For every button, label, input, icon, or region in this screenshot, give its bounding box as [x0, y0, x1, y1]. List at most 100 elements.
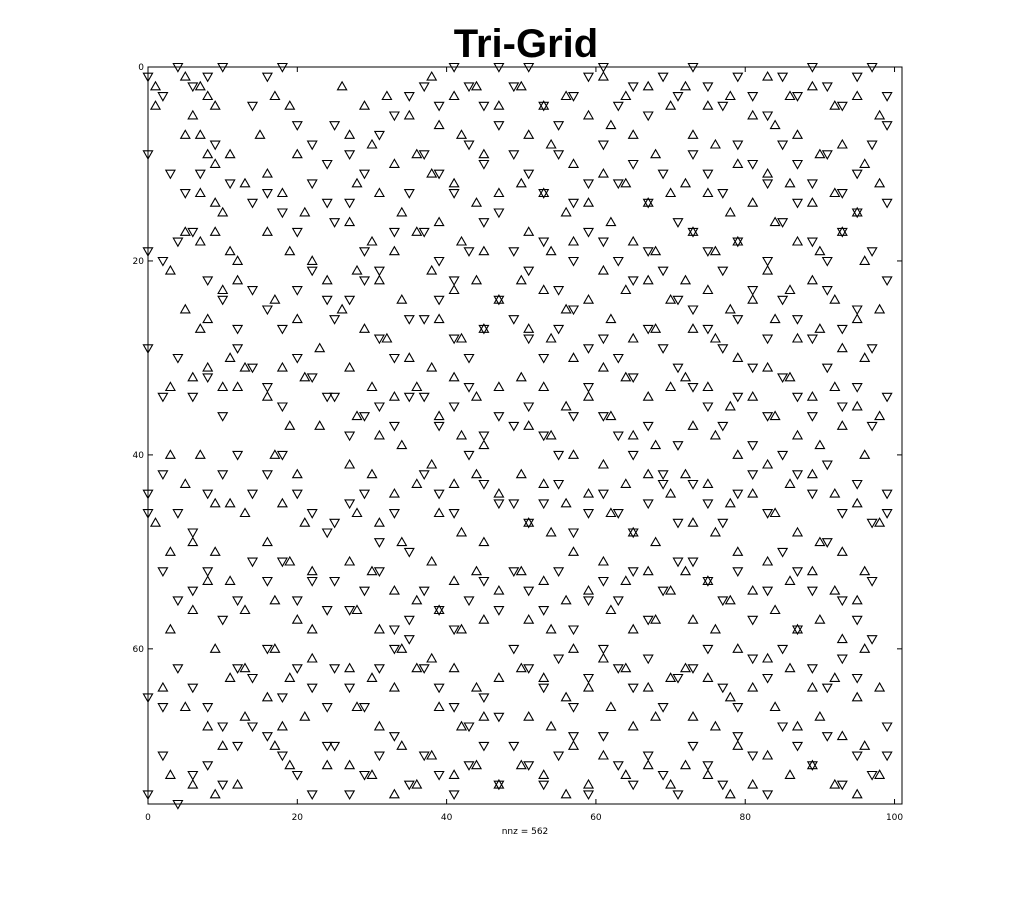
triangle-up-marker [366, 468, 378, 479]
triangle-down-marker [321, 606, 333, 616]
triangle-down-marker [388, 644, 400, 655]
triangle-up-marker [351, 604, 363, 615]
triangle-down-marker [866, 770, 878, 781]
triangle-up-marker [478, 245, 490, 256]
triangle-up-marker [538, 381, 550, 392]
triangle-up-marker [560, 400, 572, 411]
triangle-up-marker [859, 255, 871, 265]
triangle-down-marker [791, 470, 804, 481]
triangle-down-marker [642, 615, 654, 626]
triangle-up-marker [291, 468, 303, 479]
triangle-down-marker [418, 392, 430, 403]
triangle-down-marker [373, 130, 385, 141]
triangle-up-marker [605, 119, 617, 130]
triangle-up-marker [732, 158, 744, 168]
triangle-up-marker [299, 517, 311, 527]
triangle-down-marker [881, 198, 893, 209]
triangle-down-marker [627, 683, 639, 694]
triangle-down-marker [321, 703, 333, 713]
triangle-up-marker [194, 80, 206, 91]
x-axis-label: nnz = 562 [502, 827, 549, 837]
triangle-up-marker [515, 759, 527, 770]
triangle-down-marker [672, 363, 684, 374]
triangle-up-marker [545, 332, 557, 343]
triangle-up-marker [411, 148, 423, 159]
triangle-down-marker [187, 392, 199, 403]
triangle-down-marker [388, 421, 400, 432]
triangle-down-marker [448, 509, 460, 519]
triangle-down-marker [329, 315, 341, 325]
triangle-up-marker [344, 216, 356, 227]
triangle-up-marker [493, 672, 505, 682]
triangle-up-marker [284, 100, 296, 110]
triangle-up-marker [859, 352, 871, 362]
triangle-down-marker [157, 92, 169, 102]
triangle-up-marker [388, 584, 400, 595]
triangle-down-marker [627, 450, 639, 461]
triangle-down-marker [627, 276, 639, 287]
triangle-down-marker [777, 547, 789, 558]
triangle-down-marker [172, 509, 184, 519]
triangle-down-marker [732, 489, 744, 500]
triangle-up-marker [724, 400, 736, 411]
triangle-down-marker [538, 606, 550, 616]
triangle-up-marker [814, 148, 826, 159]
triangle-up-marker [538, 100, 550, 110]
triangle-down-marker [732, 315, 744, 325]
triangle-up-marker [567, 158, 580, 168]
triangle-down-marker [321, 198, 333, 209]
triangle-down-marker [187, 683, 199, 694]
triangle-down-marker [851, 169, 863, 180]
triangle-up-marker [709, 429, 721, 440]
triangle-up-marker [194, 187, 206, 198]
triangle-up-marker [493, 584, 505, 595]
triangle-up-marker [567, 235, 580, 246]
triangle-down-marker [732, 140, 744, 151]
triangle-down-marker [523, 266, 535, 277]
triangle-up-marker [702, 187, 714, 198]
triangle-up-marker [814, 439, 826, 450]
triangle-up-marker [560, 497, 572, 508]
triangle-down-marker [866, 576, 878, 587]
triangle-down-marker [217, 412, 229, 422]
y-tick-label: 40 [133, 451, 145, 461]
triangle-down-marker [157, 751, 169, 762]
triangle-up-marker [388, 158, 400, 168]
triangle-down-marker [246, 557, 259, 568]
triangle-up-marker [814, 323, 826, 333]
triangle-down-marker [672, 92, 684, 102]
y-tick-label: 0 [138, 63, 144, 73]
triangle-down-marker [717, 189, 729, 199]
triangle-down-marker [553, 654, 565, 665]
triangle-up-marker [874, 177, 886, 188]
x-tick-label: 20 [292, 813, 304, 823]
triangle-up-marker [194, 323, 206, 333]
triangle-down-marker [567, 528, 580, 539]
triangle-up-marker [582, 390, 595, 401]
triangle-down-marker [836, 402, 848, 413]
triangle-up-marker [836, 342, 848, 353]
triangle-up-marker [814, 710, 826, 721]
triangle-up-marker [396, 206, 408, 217]
triangle-down-marker [777, 722, 789, 733]
triangle-up-marker [620, 177, 632, 188]
triangle-up-marker [702, 100, 714, 110]
triangle-down-marker [836, 324, 848, 335]
triangle-down-marker [246, 489, 259, 500]
triangle-up-marker [217, 740, 229, 750]
triangle-up-marker [239, 662, 251, 673]
triangle-up-marker [642, 468, 654, 479]
triangle-down-marker [806, 412, 818, 422]
triangle-down-marker [672, 218, 684, 228]
triangle-up-marker [642, 390, 654, 401]
triangle-down-marker [291, 227, 303, 238]
triangle-down-marker [732, 237, 744, 248]
triangle-down-marker [523, 62, 535, 73]
triangle-down-marker [306, 509, 318, 519]
triangle-up-marker [284, 555, 296, 566]
triangle-down-marker [821, 256, 833, 267]
triangle-up-marker [627, 235, 639, 246]
triangle-up-marker [567, 546, 580, 556]
triangle-up-marker [851, 497, 863, 508]
triangle-down-marker [791, 92, 804, 102]
